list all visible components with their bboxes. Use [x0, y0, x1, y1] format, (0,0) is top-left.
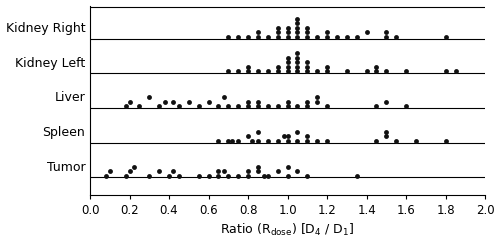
X-axis label: Ratio (R$_{\mathregular{dose}}$) [$\mathregular{D_4}$ / $\mathregular{D_1}$]: Ratio (R$_{\mathregular{dose}}$) [$\math… — [220, 222, 354, 238]
